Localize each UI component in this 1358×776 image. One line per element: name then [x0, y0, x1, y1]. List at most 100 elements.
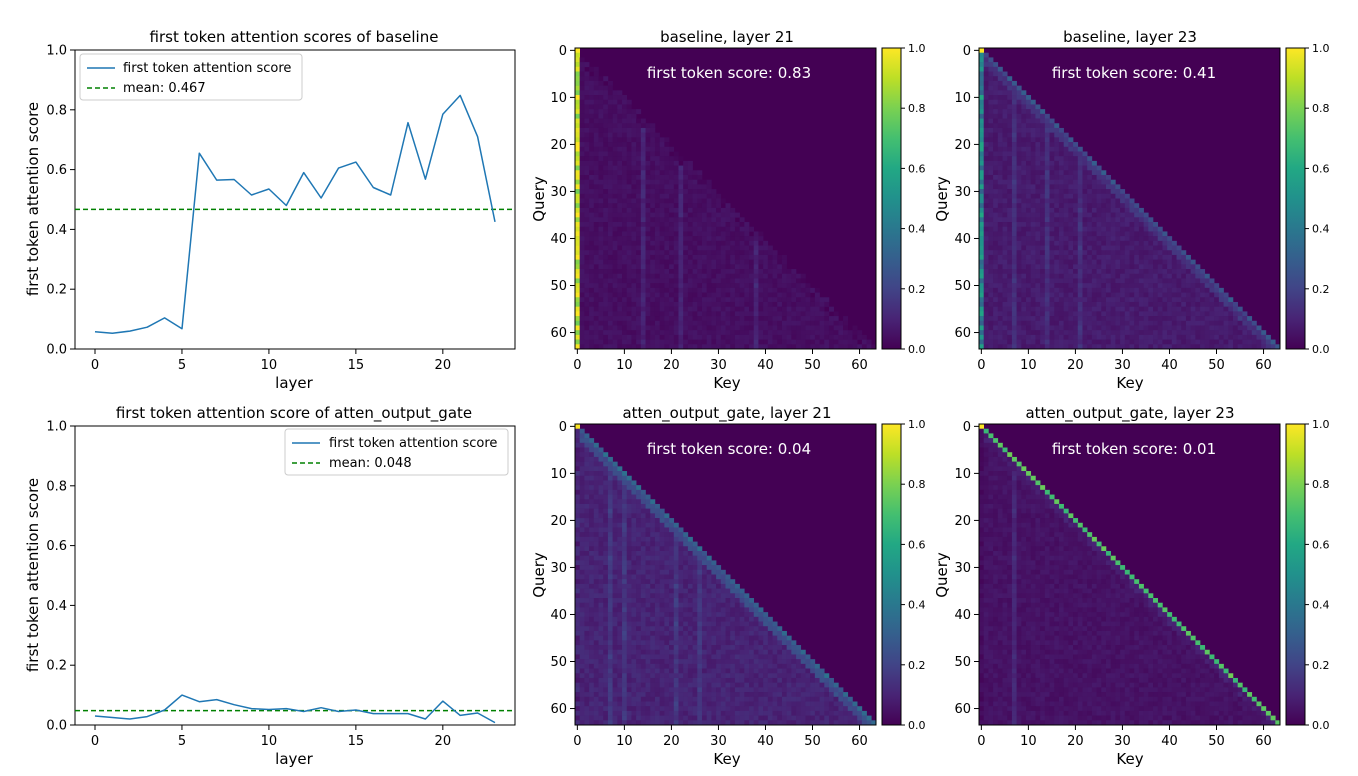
heatmap-cell: [1068, 306, 1074, 312]
heatmap-cell: [650, 546, 656, 552]
heatmap-cell: [598, 95, 604, 101]
heatmap-cell: [626, 569, 632, 575]
heatmap-cell: [589, 189, 595, 195]
heatmap-cell: [1026, 142, 1032, 148]
heatmap-cell: [1002, 217, 1008, 223]
heatmap-cell: [659, 541, 665, 547]
heatmap-cell: [781, 311, 787, 317]
heatmap-cell: [1049, 170, 1055, 176]
heatmap-cell: [1124, 226, 1130, 232]
heatmap-cell: [589, 325, 595, 331]
heatmap-cell: [979, 174, 984, 180]
heatmap-cell: [997, 250, 1003, 256]
heatmap-cell: [683, 273, 689, 279]
heatmap-cell: [1007, 109, 1013, 115]
heatmap-cell: [603, 90, 609, 96]
heatmap-cell: [1040, 236, 1046, 242]
heatmap-cell: [1007, 344, 1013, 350]
heatmap-cell: [1044, 292, 1050, 298]
heatmap-cell: [1030, 123, 1036, 129]
heatmap-cell: [1153, 292, 1159, 298]
heatmap-cell: [683, 569, 689, 575]
heatmap-cell: [640, 259, 646, 265]
heatmap-cell: [607, 456, 613, 462]
heatmap-cell: [1035, 170, 1041, 176]
heatmap-cell: [575, 217, 580, 223]
heatmap-cell: [1082, 231, 1088, 237]
heatmap-cell: [654, 325, 660, 331]
heatmap-cell: [650, 212, 656, 218]
heatmap-cell: [1148, 320, 1154, 326]
heatmap-cell: [631, 541, 637, 547]
heatmap-cell: [1091, 259, 1097, 265]
heatmap-cell: [988, 278, 994, 284]
heatmap-cell: [603, 541, 609, 547]
heatmap-cell: [607, 480, 613, 486]
heatmap-cell: [1162, 292, 1168, 298]
heatmap-cell: [1040, 212, 1046, 218]
heatmap-cell: [739, 273, 745, 279]
heatmap-cell: [1030, 306, 1036, 312]
heatmap-cell: [692, 560, 698, 566]
heatmap-cell: [579, 273, 585, 279]
heatmap-cell: [1002, 127, 1008, 133]
heatmap-cell: [1143, 330, 1149, 336]
heatmap-cell: [1129, 273, 1135, 279]
heatmap-cell: [640, 316, 646, 322]
heatmap-cell: [993, 203, 999, 209]
heatmap-cell: [584, 316, 590, 322]
heatmap-cell: [866, 339, 872, 345]
y-tick-label: 10: [954, 91, 971, 106]
heatmap-cell: [1054, 283, 1060, 289]
heatmap-cell: [1016, 269, 1022, 275]
heatmap-cell: [617, 236, 623, 242]
heatmap-cell: [749, 226, 755, 232]
heatmap-cell: [575, 550, 580, 556]
heatmap-cell: [983, 212, 989, 218]
heatmap-cell: [1016, 156, 1022, 162]
heatmap-cell: [1124, 212, 1130, 218]
heatmap-cell: [1171, 344, 1177, 350]
heatmap-cell: [669, 334, 675, 340]
heatmap-cell: [796, 283, 802, 289]
heatmap-cell: [1110, 330, 1116, 336]
heatmap-cell: [1171, 306, 1177, 312]
heatmap-cell: [697, 259, 703, 265]
heatmap-cell: [593, 113, 599, 119]
heatmap-cell: [683, 174, 689, 180]
heatmap-cell: [650, 344, 656, 350]
heatmap-cell: [593, 226, 599, 232]
heatmap-cell: [1096, 217, 1102, 223]
heatmap-cell: [636, 301, 642, 307]
heatmap-cell: [575, 118, 580, 124]
heatmap-cell: [1044, 118, 1050, 124]
heatmap-cell: [1035, 344, 1041, 350]
heatmap-cell: [1063, 330, 1069, 336]
heatmap-cell: [593, 560, 599, 566]
heatmap-cell: [997, 179, 1003, 185]
heatmap-cell: [593, 217, 599, 223]
heatmap-cell: [1030, 226, 1036, 232]
heatmap-cell: [584, 193, 590, 199]
heatmap-cell: [612, 123, 618, 129]
heatmap-cell: [678, 330, 684, 336]
heatmap-cell: [814, 311, 820, 317]
heatmap-cell: [1214, 292, 1220, 298]
heatmap-cell: [711, 226, 717, 232]
heatmap-cell: [706, 330, 712, 336]
heatmap-cell: [1204, 301, 1210, 307]
heatmap-cell: [1096, 245, 1102, 251]
heatmap-cell: [1091, 316, 1097, 322]
heatmap-cell: [772, 269, 778, 275]
heatmap-cell: [1040, 334, 1046, 340]
heatmap-cell: [767, 278, 773, 284]
heatmap-cell: [579, 461, 585, 467]
heatmap-cell: [1209, 297, 1215, 303]
heatmap-cell: [659, 339, 665, 345]
heatmap-cell: [1040, 306, 1046, 312]
heatmap-cell: [1021, 90, 1027, 96]
heatmap-cell: [988, 95, 994, 101]
heatmap-cell: [575, 137, 580, 143]
heatmap-cell: [650, 311, 656, 317]
heatmap-cell: [828, 339, 834, 345]
